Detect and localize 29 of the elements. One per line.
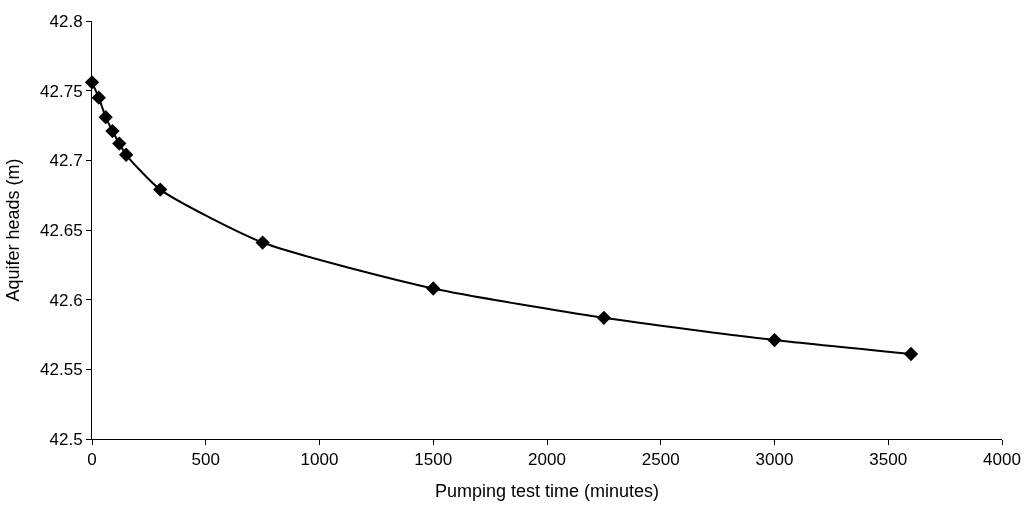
point	[596, 310, 612, 325]
y-tick-label: 42.65	[40, 220, 83, 240]
x-tick-label: 4000	[983, 450, 1021, 470]
point	[91, 90, 106, 105]
point	[112, 136, 127, 151]
y-tick-label: 42.5	[49, 429, 83, 449]
y-tick-label: 42.75	[40, 81, 83, 101]
y-tick-label: 42.55	[40, 360, 83, 380]
x-tick-label: 1500	[414, 450, 453, 470]
x-tick-label: 1000	[300, 450, 339, 470]
point	[426, 281, 441, 296]
point	[105, 123, 120, 139]
x-tick-label: 3500	[869, 450, 908, 470]
point	[118, 147, 134, 162]
y-tick-label: 42.7	[49, 151, 83, 171]
y-axis-title: Aquifer heads (m)	[3, 158, 24, 302]
point	[98, 109, 113, 125]
y-tick-label: 42.6	[49, 290, 83, 310]
point	[767, 332, 782, 348]
x-axis-title: Pumping test time (minutes)	[434, 480, 660, 501]
x-tick-label: 2000	[528, 450, 566, 470]
point	[903, 346, 919, 362]
y-tick-label: 42.8	[49, 11, 83, 31]
x-tick-label: 2500	[641, 450, 680, 470]
x-tick-label: 3000	[755, 450, 794, 470]
x-tick-label: 0	[87, 450, 97, 470]
point	[255, 235, 270, 250]
x-tick-label: 500	[191, 450, 220, 470]
point	[153, 182, 168, 197]
